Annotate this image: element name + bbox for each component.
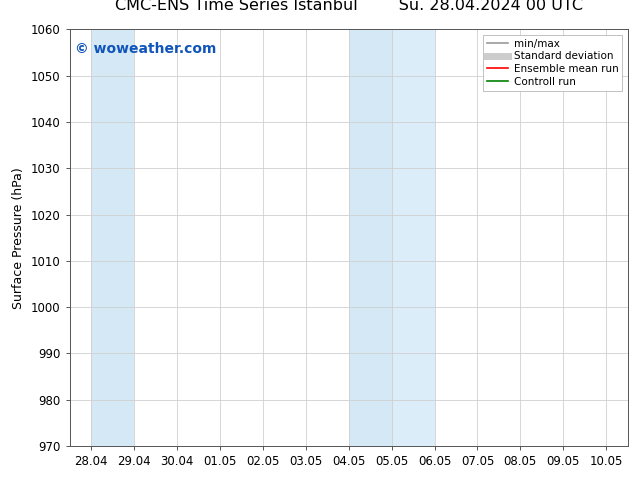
Legend: min/max, Standard deviation, Ensemble mean run, Controll run: min/max, Standard deviation, Ensemble me… <box>483 35 623 91</box>
Bar <box>349 29 392 446</box>
Bar <box>91 29 134 446</box>
Text: © woweather.com: © woweather.com <box>75 42 217 56</box>
Y-axis label: Surface Pressure (hPa): Surface Pressure (hPa) <box>13 167 25 309</box>
Text: CMC-ENS Time Series Istanbul        Su. 28.04.2024 00 UTC: CMC-ENS Time Series Istanbul Su. 28.04.2… <box>115 0 583 13</box>
Bar <box>392 29 434 446</box>
